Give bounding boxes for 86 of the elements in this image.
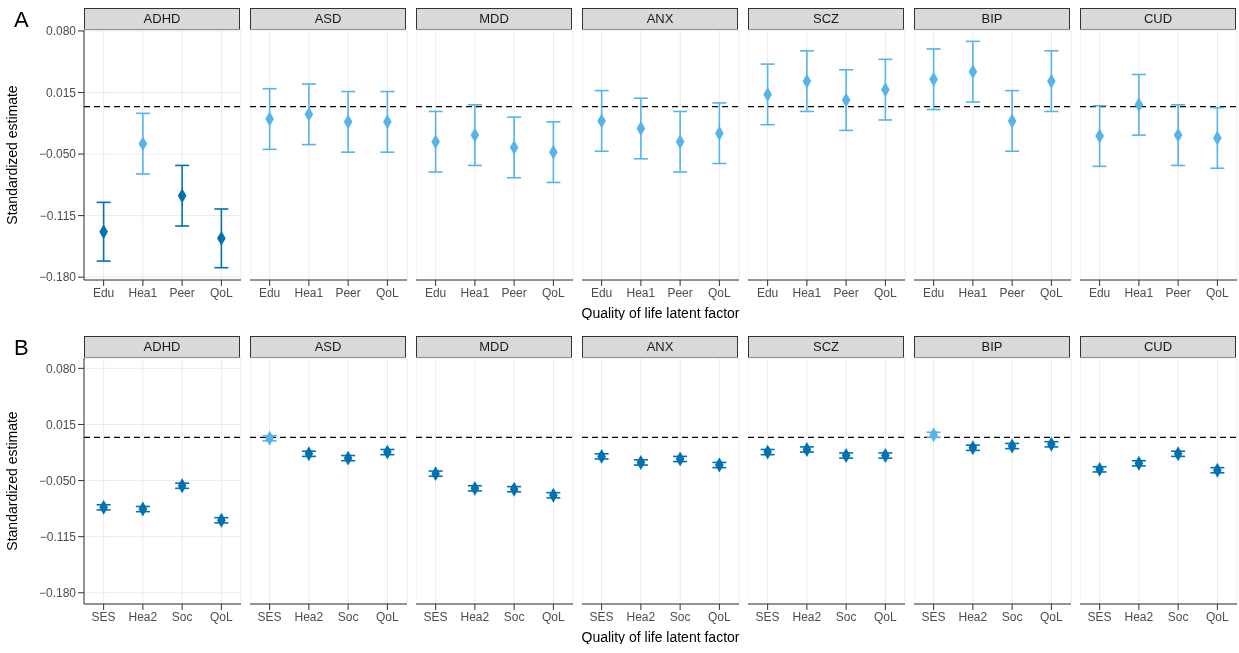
x-tick-label: QoL (1206, 609, 1230, 624)
x-tick-label: Peer (667, 285, 693, 300)
chart-title: CUD (1080, 8, 1236, 30)
x-tick-label: SES (423, 609, 448, 624)
x-tick-label: QoL (708, 609, 732, 624)
x-tick-label: Hea1 (128, 285, 158, 300)
y-tick-label: 0.015 (45, 417, 77, 432)
x-tick-label: Edu (922, 285, 945, 300)
x-tick-label: Hea1 (792, 285, 822, 300)
x-tick-label: Hea1 (460, 285, 490, 300)
x-axis-title: Quality of life latent factor (581, 629, 740, 645)
x-tick-label: Soc (835, 609, 857, 624)
x-tick-label: Peer (833, 285, 859, 300)
x-tick-label: Peer (501, 285, 527, 300)
x-tick-label: QoL (708, 285, 732, 300)
x-tick-label: Soc (171, 609, 193, 624)
y-axis-title: Standardized estimate (3, 85, 20, 225)
x-tick-label: Hea1 (294, 285, 324, 300)
y-tick-label: 0.080 (45, 24, 77, 39)
y-tick-label: −0.050 (38, 147, 77, 162)
x-axis-title: Quality of life latent factor (581, 305, 740, 321)
x-tick-label: Hea2 (460, 609, 490, 624)
x-tick-label: Edu (92, 285, 115, 300)
x-tick-label: QoL (210, 609, 234, 624)
chart-title: MDD (416, 336, 572, 358)
x-tick-label: SES (589, 609, 614, 624)
x-tick-label: QoL (542, 609, 566, 624)
x-tick-label: QoL (874, 609, 898, 624)
x-tick-label: Hea1 (1124, 285, 1154, 300)
x-tick-label: Hea2 (1124, 609, 1154, 624)
x-tick-label: QoL (1206, 285, 1230, 300)
x-tick-label: QoL (1040, 285, 1064, 300)
x-tick-label: QoL (376, 285, 400, 300)
x-tick-label: Soc (669, 609, 691, 624)
chart-title: ASD (250, 8, 406, 30)
x-tick-label: SES (921, 609, 946, 624)
x-tick-label: Edu (756, 285, 779, 300)
x-tick-label: SES (755, 609, 780, 624)
x-tick-label: Edu (258, 285, 281, 300)
x-tick-label: Edu (424, 285, 447, 300)
y-tick-label: −0.050 (38, 473, 77, 488)
chart-title: BIP (914, 8, 1070, 30)
chart-title: ASD (250, 336, 406, 358)
y-tick-label: 0.015 (45, 85, 77, 100)
x-tick-label: Hea2 (626, 609, 656, 624)
x-tick-label: QoL (542, 285, 566, 300)
x-tick-label: Soc (1001, 609, 1023, 624)
chart-title: SCZ (748, 8, 904, 30)
x-tick-label: Hea1 (958, 285, 988, 300)
x-tick-label: Peer (999, 285, 1025, 300)
x-tick-label: Hea2 (792, 609, 822, 624)
y-tick-label: −0.180 (38, 270, 77, 285)
y-tick-label: 0.080 (45, 361, 77, 376)
x-tick-label: Hea1 (626, 285, 656, 300)
x-tick-label: SES (257, 609, 282, 624)
chart-title: SCZ (748, 336, 904, 358)
x-tick-label: Peer (335, 285, 361, 300)
x-tick-label: SES (1087, 609, 1112, 624)
text: A (14, 7, 29, 32)
x-tick-label: Soc (337, 609, 359, 624)
x-tick-label: QoL (210, 285, 234, 300)
chart-title: CUD (1080, 336, 1236, 358)
chart-title: MDD (416, 8, 572, 30)
text: B (14, 335, 29, 360)
y-tick-label: −0.115 (39, 529, 77, 544)
y-tick-label: −0.115 (39, 208, 77, 223)
x-tick-label: Peer (1165, 285, 1191, 300)
x-tick-label: Hea2 (294, 609, 324, 624)
chart-title: ADHD (84, 8, 240, 30)
x-tick-label: Soc (1167, 609, 1189, 624)
x-tick-label: QoL (376, 609, 400, 624)
x-tick-label: QoL (874, 285, 898, 300)
x-tick-label: QoL (1040, 609, 1064, 624)
chart-title: BIP (914, 336, 1070, 358)
x-tick-label: Soc (503, 609, 525, 624)
y-tick-label: −0.180 (38, 586, 77, 601)
x-tick-label: Hea2 (128, 609, 158, 624)
x-tick-label: Edu (590, 285, 613, 300)
chart-title: ANX (582, 336, 738, 358)
x-tick-label: SES (91, 609, 116, 624)
x-tick-label: Edu (1088, 285, 1111, 300)
x-tick-label: Hea2 (958, 609, 988, 624)
chart-title: ANX (582, 8, 738, 30)
y-axis-title: Standardized estimate (3, 411, 20, 551)
x-tick-label: Peer (169, 285, 195, 300)
chart-title: ADHD (84, 336, 240, 358)
